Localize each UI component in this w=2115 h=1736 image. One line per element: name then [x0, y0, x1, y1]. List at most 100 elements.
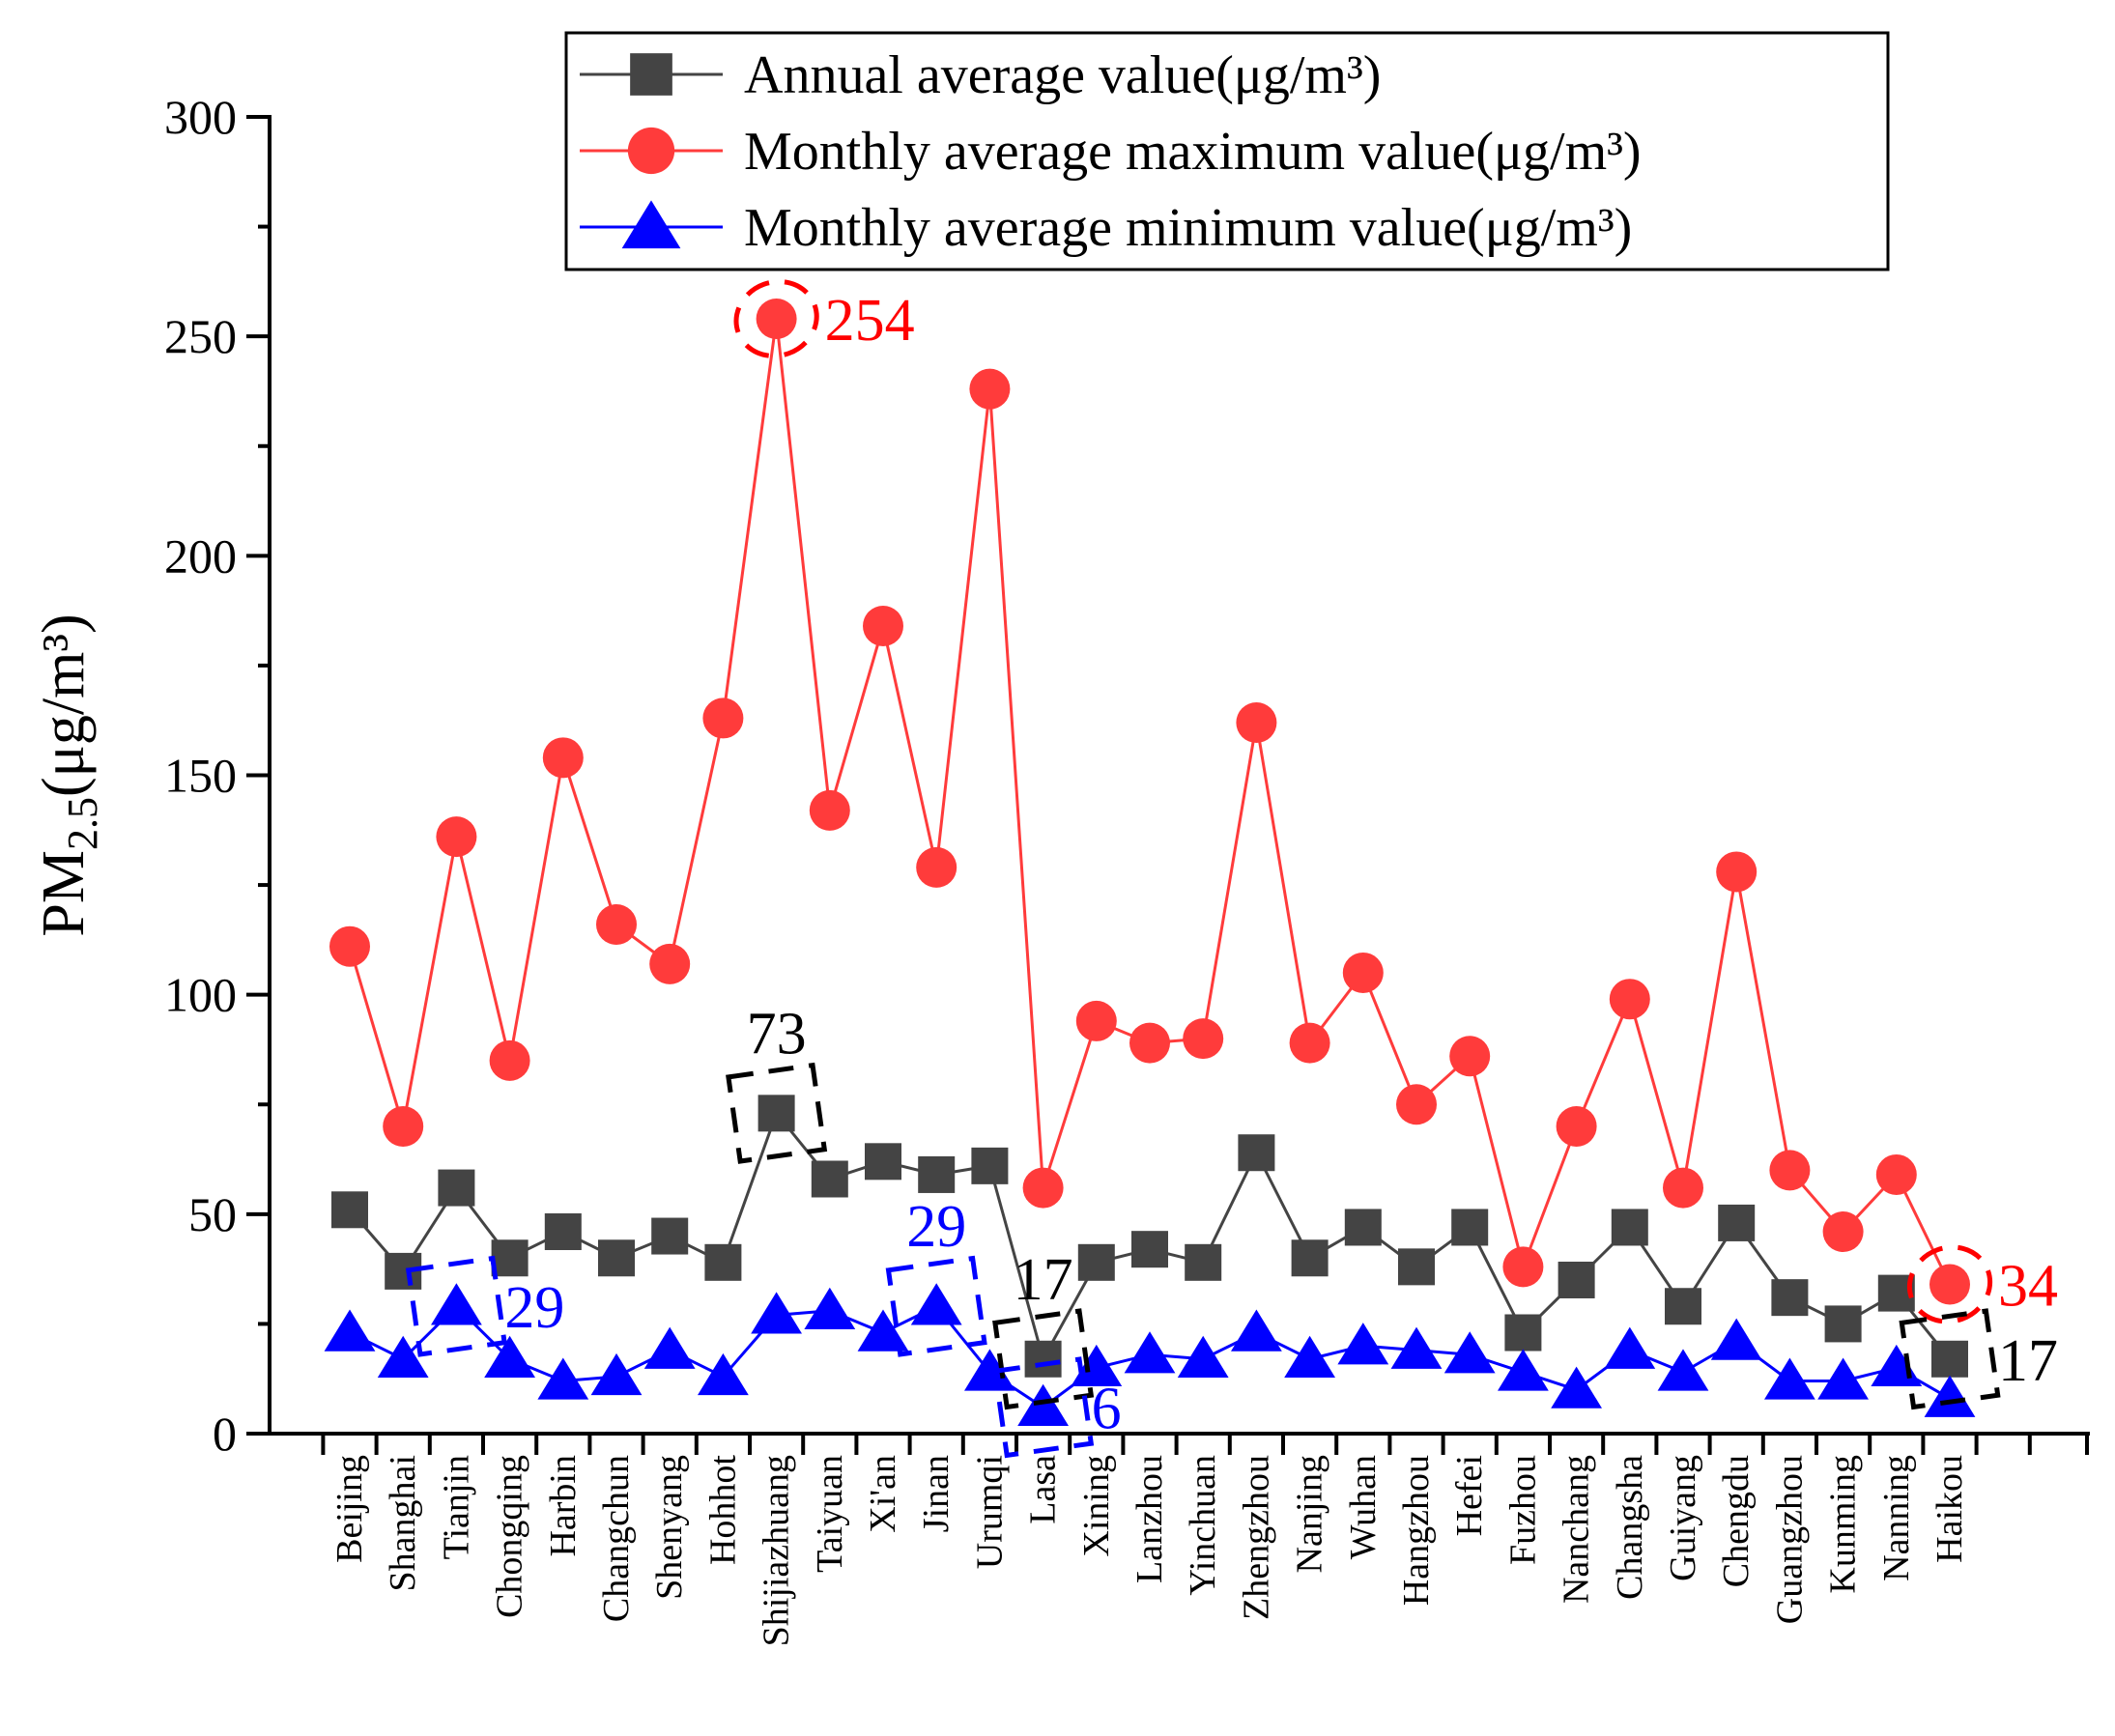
- data-point: [969, 368, 1011, 410]
- data-point: [1764, 1357, 1815, 1400]
- data-point: [1185, 1243, 1222, 1281]
- data-point: [1337, 1323, 1389, 1365]
- x-category-label: Nanjing: [1290, 1455, 1330, 1573]
- annotation-layer: 254 34 73 17 17 29 29 6: [405, 279, 2058, 1459]
- data-point: [1604, 1326, 1656, 1369]
- annotation: 6: [992, 1356, 1122, 1459]
- x-category-label: Harbin: [543, 1455, 584, 1557]
- data-point: [1396, 1084, 1437, 1125]
- x-category-label: Tianjin: [436, 1455, 476, 1559]
- data-point: [918, 1155, 956, 1193]
- data-point: [1236, 701, 1277, 743]
- x-category-label: Haikou: [1929, 1455, 1970, 1563]
- annotation: 34: [1906, 1244, 2058, 1324]
- legend-box: [564, 31, 1890, 271]
- data-point: [1504, 1314, 1542, 1352]
- y-axis-title: PM2.5(μg/m³): [31, 613, 106, 936]
- legend-item: Annual average value(μg/m³): [580, 45, 1381, 105]
- x-category-label: Changchun: [596, 1455, 637, 1622]
- annotation-highlight: [1906, 1244, 1993, 1324]
- data-point: [809, 789, 850, 831]
- annotation: 73: [726, 1001, 828, 1164]
- data-point: [811, 1160, 848, 1198]
- x-category-label: Yinchuan: [1183, 1455, 1223, 1596]
- data-point: [651, 1217, 689, 1255]
- axes: 0 50 100 150 200 250 300 Beijing Shanghai Tianjin…: [164, 90, 2090, 1646]
- series-square: [331, 1095, 1968, 1378]
- data-point: [756, 298, 797, 339]
- data-point: [1075, 1000, 1117, 1041]
- data-point: [1183, 1018, 1224, 1060]
- data-point: [1024, 1340, 1062, 1378]
- data-point: [598, 1239, 635, 1277]
- y-axis-label: PM2.5(μg/m³): [31, 613, 106, 936]
- legend-marker: [621, 200, 681, 249]
- legend-marker: [630, 53, 672, 96]
- annotation-highlight: [1899, 1308, 2001, 1410]
- data-point: [698, 1352, 749, 1396]
- data-point: [1663, 1167, 1703, 1209]
- y-tick-label: 250: [164, 309, 237, 363]
- data-point: [757, 1095, 795, 1132]
- annotation-label: 17: [1014, 1247, 1073, 1313]
- annotation: 29: [885, 1194, 987, 1357]
- data-point: [1611, 1209, 1648, 1246]
- x-category-label: Lanzhou: [1129, 1455, 1170, 1583]
- data-point: [1177, 1335, 1229, 1378]
- data-point: [1817, 1357, 1869, 1400]
- x-category-label: Shenyang: [649, 1455, 690, 1600]
- annotation-label: 73: [747, 1001, 807, 1067]
- data-point: [324, 1309, 376, 1352]
- data-point: [1609, 979, 1650, 1020]
- data-point: [436, 816, 477, 858]
- data-point: [1017, 1383, 1069, 1426]
- data-point: [484, 1335, 535, 1378]
- annotation: 29: [405, 1255, 564, 1357]
- x-category-label: Kunming: [1823, 1455, 1864, 1594]
- data-point: [1131, 1231, 1168, 1268]
- data-point: [1231, 1309, 1282, 1352]
- annotation-label: 6: [1092, 1377, 1122, 1442]
- data-point: [1291, 1239, 1329, 1277]
- data-point: [916, 846, 957, 888]
- data-point: [804, 1287, 856, 1329]
- data-point: [751, 1292, 802, 1334]
- data-point: [1344, 1209, 1382, 1246]
- annotation-highlight: [992, 1308, 1095, 1410]
- data-point: [704, 1243, 742, 1281]
- data-point: [1451, 1209, 1489, 1246]
- y-axis-title-subscript: 2.5: [59, 797, 106, 850]
- annotation: 17: [992, 1247, 1095, 1410]
- annotation-label: 34: [1998, 1254, 2058, 1320]
- data-point: [1443, 1331, 1496, 1374]
- data-point: [1077, 1243, 1115, 1281]
- legend-item: Monthly average maximum value(μg/m³): [580, 122, 1642, 182]
- data-point: [438, 1169, 475, 1207]
- data-point: [1284, 1335, 1335, 1378]
- y-tick-label: 200: [164, 528, 237, 583]
- x-category-label: Nanchang: [1557, 1455, 1597, 1604]
- legend-label: Monthly average maximum value(μg/m³): [744, 122, 1642, 182]
- data-point: [1931, 1340, 1968, 1378]
- data-point: [1558, 1261, 1595, 1298]
- data-point: [1449, 1036, 1491, 1077]
- data-point: [489, 1039, 530, 1081]
- data-point: [857, 1309, 909, 1352]
- y-axis-title-unit: (μg/m³): [31, 613, 97, 797]
- data-point: [590, 1352, 643, 1396]
- data-point: [1124, 1331, 1176, 1374]
- data-point: [596, 903, 637, 945]
- data-point: [1824, 1305, 1862, 1343]
- x-category-label: Chengdu: [1716, 1455, 1757, 1587]
- data-point: [643, 1326, 696, 1369]
- annotation-label: 29: [504, 1275, 564, 1341]
- data-point: [964, 1349, 1015, 1391]
- annotation-highlight: [885, 1255, 987, 1357]
- data-point: [971, 1147, 1009, 1184]
- x-category-label: Guangzhou: [1769, 1455, 1810, 1624]
- data-point: [377, 1335, 429, 1378]
- data-point: [1022, 1167, 1064, 1209]
- x-category-label: Urumqi: [969, 1455, 1010, 1569]
- series-line: [348, 318, 1952, 1286]
